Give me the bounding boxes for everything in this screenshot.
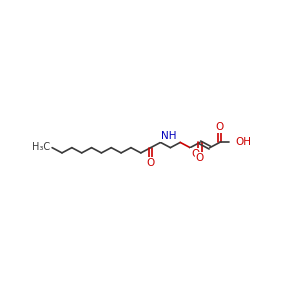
Text: O: O (216, 122, 224, 132)
Text: NH: NH (161, 131, 177, 141)
Text: OH: OH (235, 137, 251, 147)
Text: O: O (147, 158, 155, 168)
Text: H₃C: H₃C (32, 142, 50, 152)
Text: O: O (191, 149, 200, 159)
Text: O: O (196, 153, 204, 163)
